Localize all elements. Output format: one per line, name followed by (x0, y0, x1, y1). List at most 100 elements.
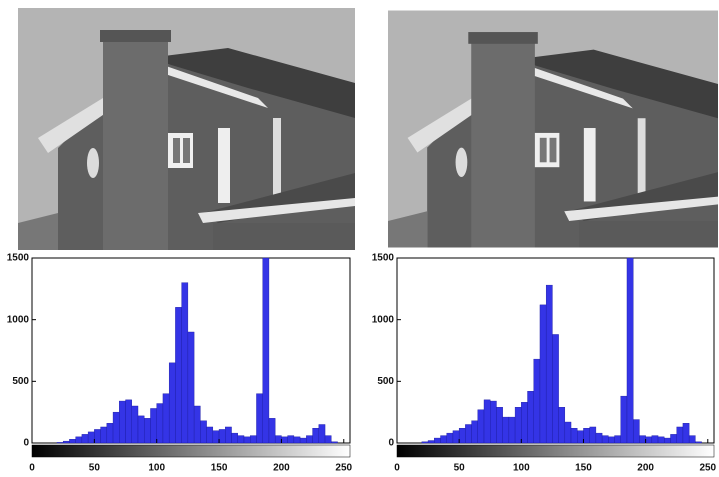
bar (646, 437, 652, 443)
x-tick-label: 150 (211, 463, 228, 474)
bar (565, 422, 571, 443)
bar (194, 406, 200, 443)
x-tick-label: 200 (273, 463, 290, 474)
x-tick-label: 50 (89, 463, 101, 474)
bar (107, 423, 113, 443)
bar (428, 441, 434, 443)
x-tick-label: 100 (513, 463, 530, 474)
x-tick-label: 200 (637, 463, 654, 474)
bar (76, 437, 82, 443)
bar (658, 437, 664, 443)
bar (521, 402, 527, 443)
bar (238, 436, 244, 443)
bar (256, 394, 262, 443)
bar (157, 404, 163, 443)
bar (434, 438, 440, 443)
bar (281, 437, 287, 443)
bar (503, 417, 509, 443)
bar (188, 332, 194, 443)
bar (132, 406, 138, 443)
bar (88, 432, 94, 443)
bar (306, 436, 312, 443)
x-tick-label: 250 (335, 463, 352, 474)
bar (63, 441, 69, 443)
bar (639, 436, 645, 443)
x-tick-label: 50 (454, 463, 466, 474)
colorbar (397, 445, 714, 457)
bar (69, 439, 75, 443)
bar (288, 436, 294, 443)
bar (200, 421, 206, 443)
y-tick-label: 500 (377, 376, 394, 387)
bar (478, 410, 484, 443)
bar (670, 434, 676, 443)
bar (496, 407, 502, 443)
bar (633, 420, 639, 443)
bar (664, 438, 670, 443)
bar (331, 442, 337, 443)
bar (683, 423, 689, 443)
bar (82, 434, 88, 443)
x-tick-label: 250 (699, 463, 716, 474)
y-tick-label: 1000 (7, 314, 30, 325)
figure: 0 500 1000 1500 0 50 100 150 200 250 0 500 1000 1500 0… (0, 0, 719, 477)
bar (138, 416, 144, 443)
bar (219, 429, 225, 443)
bar (294, 437, 300, 443)
bar (490, 401, 496, 443)
bar (459, 428, 465, 443)
bar (453, 431, 459, 443)
bar (695, 442, 701, 443)
bar (250, 436, 256, 443)
bar (577, 431, 583, 443)
bar (300, 438, 306, 443)
bar (689, 436, 695, 443)
y-tick-label: 0 (388, 438, 394, 449)
bar (677, 427, 683, 443)
x-tick-label: 150 (575, 463, 592, 474)
bar (546, 285, 552, 443)
bar (57, 442, 63, 443)
y-tick-label: 1500 (7, 253, 30, 264)
bar (269, 418, 275, 443)
bar (144, 418, 150, 443)
bar (232, 433, 238, 443)
bar (319, 425, 325, 444)
bar (244, 437, 250, 443)
bar (213, 431, 219, 443)
bar (422, 442, 428, 443)
bar (150, 408, 156, 443)
bar (534, 359, 540, 443)
x-tick-label: 0 (29, 463, 35, 474)
bar (583, 428, 589, 443)
bar (465, 425, 471, 444)
bar (484, 400, 490, 443)
bar (119, 401, 125, 443)
bar (163, 394, 169, 443)
bar (590, 427, 596, 443)
bar (608, 437, 614, 443)
bar (447, 433, 453, 443)
bar (175, 307, 181, 443)
y-tick-label: 1000 (372, 314, 395, 325)
y-tick-label: 1500 (372, 253, 395, 264)
photo-equalized (388, 11, 718, 248)
bar (101, 427, 107, 443)
bar (441, 436, 447, 443)
bar (182, 283, 188, 443)
x-tick-label: 0 (394, 463, 400, 474)
bar (528, 391, 534, 443)
bar (627, 258, 633, 443)
bar (126, 400, 132, 443)
bar (94, 429, 100, 443)
bar (515, 407, 521, 443)
bar (596, 433, 602, 443)
bar (615, 436, 621, 443)
bar (263, 258, 269, 443)
y-tick-label: 0 (23, 438, 29, 449)
bar (540, 305, 546, 443)
colorbar (32, 445, 350, 457)
y-tick-label: 500 (12, 376, 29, 387)
bar (472, 421, 478, 443)
bar (207, 427, 213, 443)
